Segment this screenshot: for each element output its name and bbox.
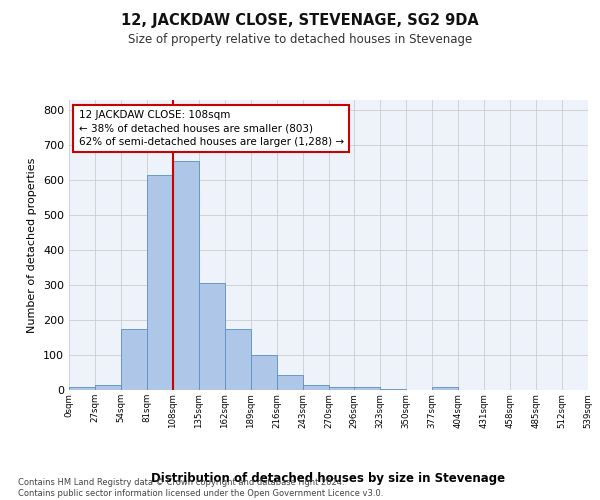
Bar bbox=[354, 387, 380, 390]
Bar bbox=[199, 284, 225, 390]
Bar bbox=[277, 376, 303, 390]
Y-axis label: Number of detached properties: Number of detached properties bbox=[28, 158, 37, 332]
Bar bbox=[329, 386, 355, 390]
Bar bbox=[251, 355, 277, 390]
Bar bbox=[69, 387, 95, 390]
Text: 12, JACKDAW CLOSE, STEVENAGE, SG2 9DA: 12, JACKDAW CLOSE, STEVENAGE, SG2 9DA bbox=[121, 12, 479, 28]
Bar bbox=[95, 385, 121, 390]
Bar bbox=[225, 329, 251, 390]
Bar bbox=[147, 175, 173, 390]
X-axis label: Distribution of detached houses by size in Stevenage: Distribution of detached houses by size … bbox=[151, 472, 506, 485]
Text: Size of property relative to detached houses in Stevenage: Size of property relative to detached ho… bbox=[128, 32, 472, 46]
Text: Contains HM Land Registry data © Crown copyright and database right 2024.
Contai: Contains HM Land Registry data © Crown c… bbox=[18, 478, 383, 498]
Bar bbox=[303, 385, 329, 390]
Text: 12 JACKDAW CLOSE: 108sqm
← 38% of detached houses are smaller (803)
62% of semi-: 12 JACKDAW CLOSE: 108sqm ← 38% of detach… bbox=[79, 110, 344, 147]
Bar bbox=[173, 161, 199, 390]
Bar bbox=[121, 329, 147, 390]
Bar bbox=[432, 387, 458, 390]
